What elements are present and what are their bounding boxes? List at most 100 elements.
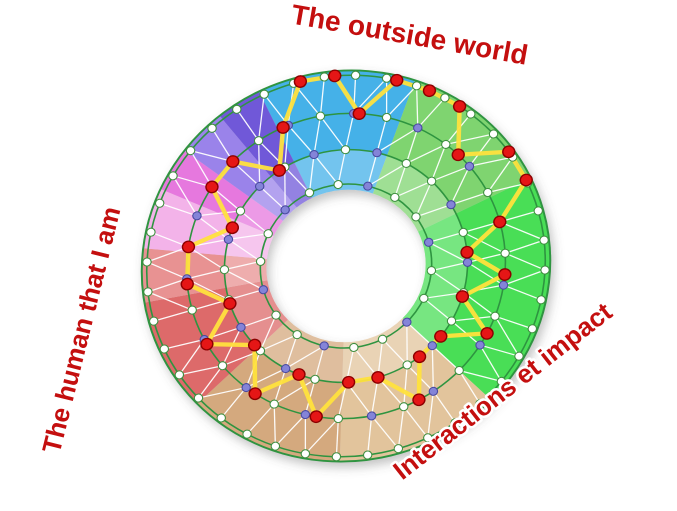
purple-node — [413, 123, 423, 133]
white-node — [490, 311, 500, 321]
white-node — [350, 70, 361, 80]
outer-ring — [140, 69, 552, 463]
red-node — [293, 75, 308, 88]
white-node — [310, 374, 320, 384]
white-node — [401, 158, 412, 168]
red-node — [519, 173, 533, 187]
white-node — [441, 139, 451, 149]
white-node — [304, 188, 315, 198]
red-node — [226, 155, 240, 168]
white-node — [500, 248, 510, 258]
white-node — [488, 129, 499, 139]
white-node — [381, 73, 392, 83]
white-node — [446, 316, 457, 326]
white-node — [411, 212, 421, 222]
purple-node — [423, 237, 434, 247]
purple-node — [427, 341, 438, 351]
red-node — [292, 368, 306, 381]
purple-node — [446, 200, 456, 210]
red-node — [205, 180, 219, 194]
white-node — [168, 171, 178, 181]
purple-node — [366, 411, 377, 421]
purple-node — [258, 285, 269, 295]
white-node — [143, 287, 153, 297]
purple-node — [300, 410, 311, 420]
red-node — [412, 393, 426, 407]
purple-node — [280, 364, 291, 374]
white-node — [333, 414, 344, 424]
white-node — [259, 89, 269, 99]
red-node — [276, 121, 290, 134]
white-node — [399, 402, 409, 412]
white-node — [315, 111, 326, 121]
red-node — [434, 329, 448, 343]
red-node — [422, 84, 437, 98]
purple-node — [475, 340, 485, 350]
wheel-root — [140, 69, 552, 463]
white-node — [154, 198, 165, 208]
red-node — [493, 215, 507, 229]
red-node — [180, 277, 194, 291]
purple-node — [241, 383, 251, 393]
white-node — [496, 376, 507, 386]
white-node — [185, 146, 196, 156]
white-node — [393, 444, 404, 454]
purple-node — [428, 386, 439, 396]
white-node — [331, 452, 342, 462]
red-node — [502, 145, 516, 159]
red-node — [352, 107, 366, 121]
white-node — [423, 433, 433, 443]
red-node — [223, 297, 237, 310]
red-node — [455, 290, 470, 303]
red-node — [248, 387, 262, 401]
white-node — [349, 342, 359, 352]
white-node — [458, 227, 469, 237]
white-node — [426, 266, 437, 276]
white-node — [149, 316, 159, 326]
red-node — [225, 221, 240, 235]
white-node — [340, 145, 351, 155]
red-node — [341, 375, 356, 389]
white-node — [207, 123, 217, 133]
purple-node — [402, 317, 412, 327]
white-node — [475, 399, 485, 409]
purple-node — [498, 280, 509, 290]
red-node — [480, 327, 494, 340]
purple-node — [254, 181, 265, 191]
white-node — [187, 305, 197, 315]
white-node — [235, 206, 246, 216]
purple-node — [464, 161, 475, 171]
purple-node — [319, 341, 329, 351]
white-node — [540, 265, 550, 275]
white-node — [146, 227, 156, 237]
red-node — [309, 410, 323, 424]
red-node — [498, 268, 512, 281]
white-node — [253, 136, 264, 146]
label-human-that-i-am: The human that I am — [36, 204, 126, 457]
red-node — [328, 69, 342, 83]
red-node — [371, 371, 385, 384]
red-node — [412, 350, 427, 364]
purple-node — [363, 181, 373, 191]
white-node — [217, 361, 228, 371]
white-node — [242, 429, 252, 439]
white-node — [402, 360, 412, 370]
white-node — [270, 441, 281, 451]
white-node — [426, 176, 437, 186]
white-node — [193, 393, 204, 403]
white-node — [514, 351, 524, 361]
red-node — [390, 73, 404, 87]
label-outside-world: The outside world — [289, 0, 530, 71]
white-node — [533, 206, 543, 216]
red-node — [247, 338, 262, 352]
purple-node — [372, 148, 382, 158]
red-node — [460, 245, 474, 259]
white-node — [159, 344, 170, 354]
red-node — [272, 164, 287, 177]
white-node — [466, 109, 476, 119]
white-node — [527, 324, 538, 334]
white-node — [536, 295, 546, 305]
white-node — [539, 235, 549, 245]
white-node — [440, 93, 450, 103]
